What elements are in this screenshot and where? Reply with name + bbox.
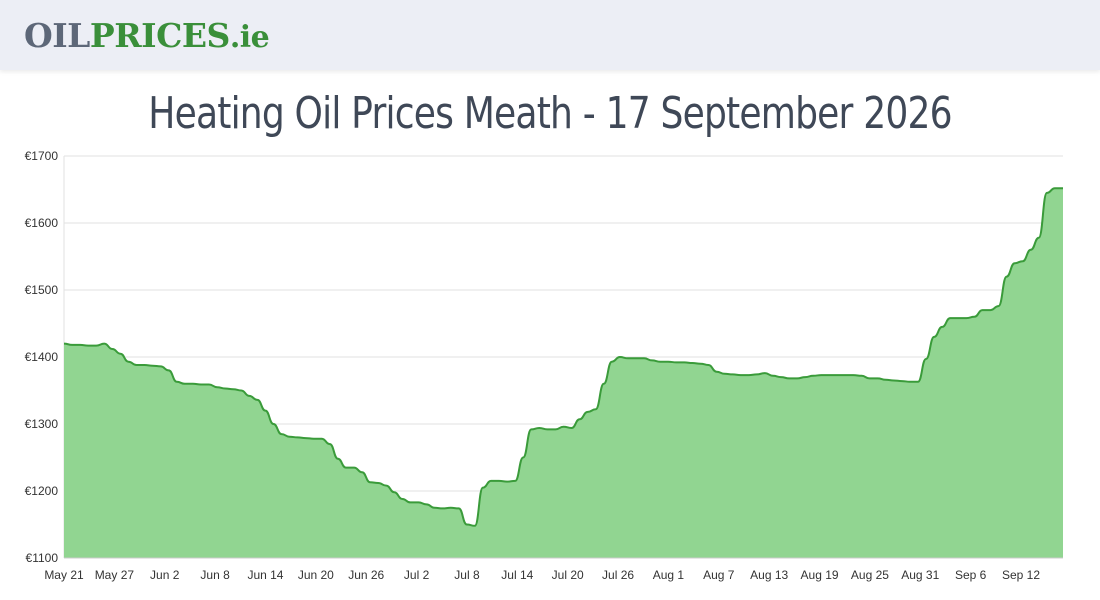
x-tick-label: Aug 13 [750,568,788,582]
y-tick-label: €1500 [25,283,59,297]
site-header: OILPRICES.ie [0,0,1100,70]
y-tick-label: €1700 [25,149,59,163]
y-tick-label: €1100 [26,551,59,565]
page-title: Heating Oil Prices Meath - 17 September … [148,88,952,139]
x-axis-ticks: May 21 May 27 Jun 2 Jun 8 Jun 14 Jun 20 Jun 26… [44,568,1040,582]
x-tick-label: Jun 14 [247,568,283,582]
x-tick-label: Jun 26 [348,568,384,582]
x-tick-label: Sep 6 [955,568,987,582]
y-tick-label: €1600 [25,216,59,230]
y-tick-label: €1400 [25,350,59,364]
x-tick-label: Jul 14 [501,568,533,582]
logo-text-ie: .ie [229,20,270,55]
y-tick-label: €1300 [25,417,59,431]
x-tick-label: May 21 [44,568,84,582]
x-tick-label: Jul 26 [602,568,634,582]
oilprices-logo[interactable]: OILPRICES.ie [24,14,270,60]
y-tick-label: €1200 [25,484,59,498]
x-tick-label: Jul 20 [552,568,584,582]
price-line [63,187,1063,527]
x-tick-label: Jul 2 [404,568,430,582]
x-tick-label: May 27 [95,568,135,582]
x-tick-label: Aug 1 [653,568,685,582]
logo-text-oil: OIL [24,16,90,55]
x-tick-label: Jun 8 [200,568,230,582]
x-tick-label: Sep 12 [1002,568,1040,582]
price-area-fill [64,188,1063,558]
x-tick-label: Aug 25 [851,568,889,582]
x-tick-label: Jun 2 [150,568,180,582]
x-tick-label: Aug 7 [703,568,735,582]
x-tick-label: Aug 31 [901,568,939,582]
x-tick-label: Aug 19 [801,568,839,582]
logo-text-prices: PRICES [89,16,230,55]
x-tick-label: Jul 8 [454,568,480,582]
x-tick-label: Jun 20 [298,568,334,582]
y-axis-ticks: €1100 €1200 €1300 €1400 €1500 €1600 €1700 [25,149,59,565]
price-chart: €1100 €1200 €1300 €1400 €1500 €1600 €1700 May … [25,149,1063,582]
